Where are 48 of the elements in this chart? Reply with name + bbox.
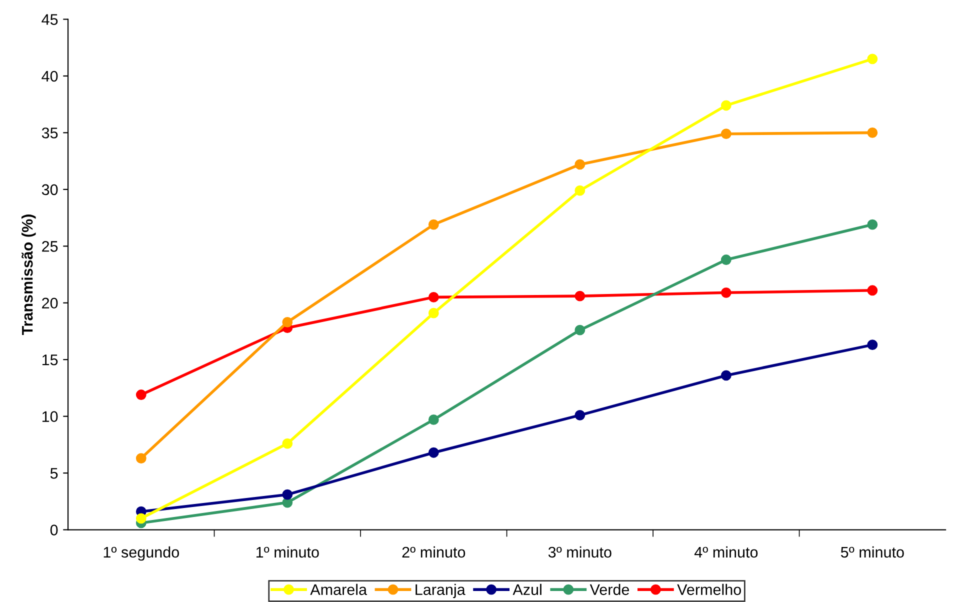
- point: [867, 285, 878, 296]
- point: [282, 489, 293, 500]
- point: [720, 100, 732, 111]
- x-tick-label: 5º minuto: [840, 546, 904, 558]
- point: [136, 453, 146, 464]
- point: [428, 447, 439, 458]
- legend-label: Laranja: [416, 584, 466, 598]
- y-axis-title: Transmissão (%): [22, 214, 36, 336]
- point: [720, 254, 732, 265]
- point: [428, 308, 439, 318]
- x-tick-label: 3º minuto: [548, 546, 612, 558]
- legend-label: Amarela: [310, 584, 368, 596]
- point: [867, 128, 878, 138]
- legend-label: Azul: [512, 584, 542, 596]
- point: [867, 219, 878, 230]
- point: [136, 390, 146, 400]
- x-tick-label: 4º minuto: [694, 546, 758, 558]
- point: [574, 410, 586, 420]
- point: [720, 287, 732, 298]
- y-tick-label: 10: [42, 411, 58, 422]
- point: [574, 159, 586, 170]
- point: [136, 513, 146, 524]
- y-tick-label: 35: [42, 128, 58, 138]
- point: [574, 324, 586, 336]
- point: [720, 128, 732, 140]
- point: [428, 292, 439, 302]
- legend-label: Vermelho: [677, 584, 741, 596]
- y-tick-label: 0: [50, 524, 58, 536]
- y-tick-label: 45: [42, 14, 58, 25]
- point: [720, 370, 732, 381]
- point: [282, 438, 293, 449]
- x-tick-label: 1º segundo: [104, 546, 179, 561]
- y-tick-label: 40: [42, 70, 58, 82]
- y-tick-label: 30: [42, 184, 58, 196]
- y-tick-label: 20: [42, 298, 58, 309]
- y-tick-label: 5: [50, 468, 58, 479]
- point: [867, 54, 878, 64]
- point: [428, 414, 439, 425]
- point: [867, 340, 878, 350]
- x-tick-label: 1º minuto: [256, 546, 319, 558]
- point: [282, 316, 293, 328]
- legend-label: Verde: [590, 584, 630, 596]
- point: [428, 219, 439, 230]
- y-tick-label: 25: [42, 241, 58, 252]
- x-tick-label: 2º minuto: [402, 546, 466, 558]
- point: [574, 185, 586, 196]
- y-tick-label: 15: [42, 354, 58, 366]
- point: [574, 290, 586, 302]
